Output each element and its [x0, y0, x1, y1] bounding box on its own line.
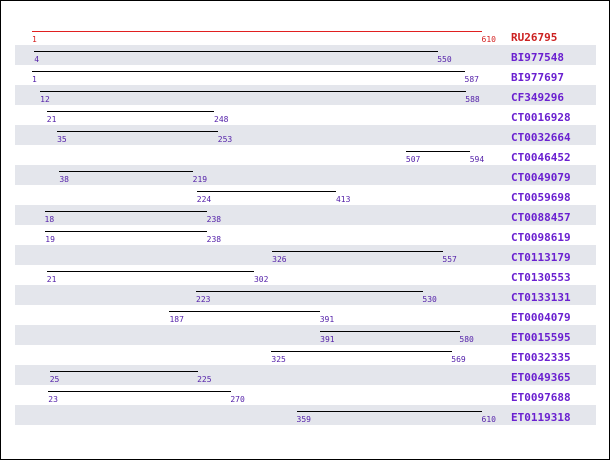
segment-start-label: 1: [32, 75, 37, 84]
segment-end-label: 238: [206, 235, 222, 244]
segment-start-label: 21: [46, 275, 57, 284]
sequence-id-link[interactable]: CT0088457: [511, 211, 571, 224]
segment-start-label: 187: [169, 315, 184, 324]
segment-start-label: 223: [196, 295, 211, 304]
segment-start-label: 507: [405, 155, 421, 164]
alignment-segment: [32, 31, 482, 32]
segment-end-label: 270: [230, 395, 245, 404]
row-background: [15, 325, 596, 345]
segment-start-label: 359: [296, 415, 311, 424]
sequence-id-link[interactable]: CT0032664: [511, 131, 571, 144]
alignment-segment: [405, 151, 471, 152]
segment-start-label: 224: [196, 195, 212, 204]
segment-end-label: 587: [464, 75, 479, 84]
segment-end-label: 391: [319, 315, 335, 324]
row-background: [15, 245, 596, 265]
segment-end-label: 219: [192, 175, 208, 184]
segment-start-label: 12: [40, 95, 50, 104]
segment-end-label: 588: [465, 95, 480, 104]
row-background: [15, 205, 596, 225]
sequence-id-link[interactable]: CF349296: [511, 91, 564, 104]
alignment-segment: [196, 191, 337, 192]
alignment-segment: [46, 111, 215, 112]
row-background: [15, 285, 596, 305]
alignment-segment: [57, 131, 219, 132]
alignment-segment: [272, 251, 443, 252]
alignment-segment: [44, 211, 208, 212]
sequence-id-link[interactable]: ET0004079: [511, 311, 571, 324]
segment-start-label: 326: [272, 255, 287, 264]
sequence-id-link[interactable]: CT0046452: [511, 151, 571, 164]
segment-end-label: 253: [217, 135, 233, 144]
segment-start-label: 391: [320, 335, 335, 344]
row-background: [15, 45, 596, 65]
row-background: [15, 165, 596, 185]
segment-end-label: 610: [481, 35, 496, 44]
alignment-segment: [296, 411, 482, 412]
row-background: [15, 365, 596, 385]
segment-end-label: 569: [451, 355, 466, 364]
sequence-id-link[interactable]: ET0049365: [511, 371, 571, 384]
row-background: [15, 125, 596, 145]
segment-end-label: 550: [437, 55, 452, 64]
sequence-id-link[interactable]: BI977548: [511, 51, 564, 64]
sequence-id-link[interactable]: BI977697: [511, 71, 564, 84]
alignment-segment: [48, 391, 231, 392]
segment-start-label: 325: [271, 355, 286, 364]
alignment-segment: [45, 231, 208, 232]
segment-end-label: 530: [422, 295, 437, 304]
segment-end-label: 557: [442, 255, 457, 264]
alignment-segment: [34, 51, 438, 52]
segment-start-label: 18: [44, 215, 55, 224]
row-background: [15, 85, 596, 105]
sequence-id-link[interactable]: ET0097688: [511, 391, 571, 404]
alignment-segment: [40, 91, 466, 92]
alignment-segment: [46, 271, 255, 272]
segment-start-label: 25: [49, 375, 60, 384]
sequence-id-link[interactable]: CT0098619: [511, 231, 571, 244]
sequence-id-link[interactable]: CT0133131: [511, 291, 571, 304]
segment-start-label: 38: [59, 175, 69, 184]
alignment-segment: [169, 311, 321, 312]
alignment-segment: [59, 171, 194, 172]
segment-end-label: 225: [197, 375, 212, 384]
sequence-id-link[interactable]: ET0119318: [511, 411, 571, 424]
sequence-id-link[interactable]: RU26795: [511, 31, 558, 44]
segment-end-label: 302: [253, 275, 269, 284]
alignment-segment: [320, 331, 460, 332]
alignment-segment: [271, 351, 452, 352]
row-background: [15, 405, 596, 425]
segment-start-label: 1: [32, 35, 37, 44]
alignment-segment: [49, 371, 198, 372]
alignment-segment: [32, 71, 465, 72]
sequence-id-link[interactable]: CT0130553: [511, 271, 571, 284]
segment-start-label: 4: [34, 55, 40, 64]
segment-end-label: 610: [481, 415, 496, 424]
alignment-segment: [196, 291, 423, 292]
segment-end-label: 594: [469, 155, 485, 164]
segment-start-label: 35: [57, 135, 67, 144]
sequence-id-link[interactable]: ET0015595: [511, 331, 571, 344]
sequence-id-link[interactable]: CT0059698: [511, 191, 571, 204]
segment-end-label: 238: [206, 215, 222, 224]
sequence-id-link[interactable]: CT0113179: [511, 251, 571, 264]
segment-start-label: 21: [46, 115, 57, 124]
segment-end-label: 413: [335, 195, 351, 204]
sequence-id-link[interactable]: ET0032335: [511, 351, 571, 364]
sequence-id-link[interactable]: CT0049079: [511, 171, 571, 184]
segment-start-label: 23: [48, 395, 58, 404]
segment-end-label: 248: [214, 115, 229, 124]
segment-start-label: 19: [45, 235, 55, 244]
segment-end-label: 580: [459, 335, 474, 344]
sequence-id-link[interactable]: CT0016928: [511, 111, 571, 124]
